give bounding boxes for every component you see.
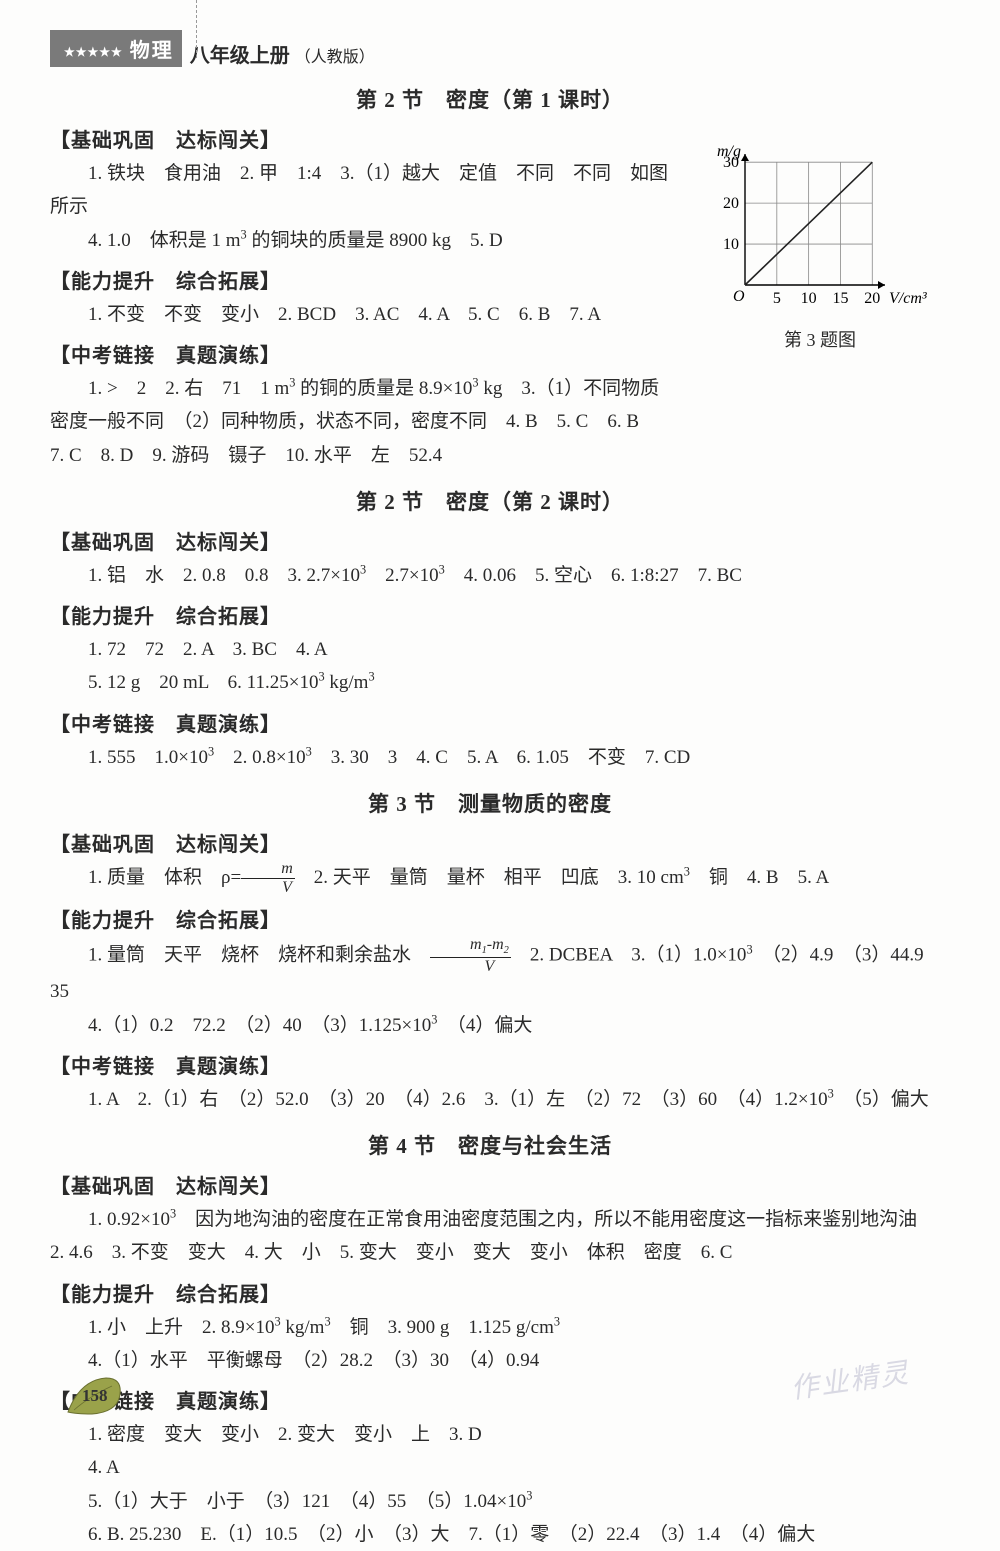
chart-caption: 第 3 题图 [700, 326, 940, 352]
block-heading: 【中考链接 真题演练】 [50, 1050, 930, 1079]
answer-line: 4. A [50, 1451, 930, 1484]
page-header: ★★★★★ 物理 八年级上册 （人教版） [50, 30, 940, 66]
section-title: 第 4 节 密度与社会生活 [50, 1130, 930, 1160]
answer-line: 1. 量筒 天平 烧杯 烧杯和剩余盐水 m1-m2V 2. DCBEA 3.（1… [50, 937, 930, 1009]
svg-text:10: 10 [801, 290, 817, 307]
block-heading: 【能力提升 综合拓展】 [50, 904, 930, 933]
svg-text:20: 20 [723, 195, 739, 212]
answer-line: 1. 不变 不变 变小 2. BCD 3. AC 4. A 5. C 6. B … [50, 298, 670, 331]
page-number: 158 [82, 1386, 108, 1406]
chart-svg: 5101520102030Om/gV/cm³ [705, 140, 935, 315]
answer-line: 1. 铁块 食用油 2. 甲 1:4 3.（1）越大 定值 不同 不同 如图所示 [50, 157, 670, 224]
grade-label: 八年级上册 （人教版） [190, 39, 375, 68]
answer-line: 1. > 2 2. 右 71 1 m3 的铜的质量是 8.9×103 kg 3.… [50, 372, 670, 472]
block-heading: 【基础巩固 达标闯关】 [50, 526, 930, 555]
block-heading: 【基础巩固 达标闯关】 [50, 828, 930, 857]
answer-line: 6. B. 25.230 E.（1）10.5 （2）小 （3）大 7.（1）零 … [50, 1518, 930, 1551]
section-title: 第 3 节 测量物质的密度 [50, 788, 930, 818]
subject-label: 物理 [130, 40, 174, 62]
answer-line: 4. 1.0 体积是 1 m3 的铜块的质量是 8900 kg 5. D [50, 224, 670, 257]
block-heading: 【能力提升 综合拓展】 [50, 1278, 930, 1307]
svg-text:15: 15 [832, 290, 848, 307]
svg-text:20: 20 [864, 290, 880, 307]
answer-line: 1. 密度 变大 变小 2. 变大 变小 上 3. D [50, 1418, 930, 1451]
answer-line: 1. 铝 水 2. 0.8 0.8 3. 2.7×103 2.7×103 4. … [50, 559, 930, 592]
svg-text:5: 5 [773, 290, 781, 307]
stars: ★★★★★ [64, 45, 123, 59]
block-heading: 【基础巩固 达标闯关】 [50, 1170, 930, 1199]
answer-line: 1. 0.92×103 因为地沟油的密度在正常食用油密度范围之内，所以不能用密度… [50, 1203, 930, 1270]
svg-text:10: 10 [723, 236, 739, 253]
answer-line: 5.（1）大于 小于 （3）121 （4）55 （5）1.04×103 [50, 1485, 930, 1518]
block-heading: 【能力提升 综合拓展】 [50, 600, 930, 629]
figure-3-chart: 5101520102030Om/gV/cm³ 第 3 题图 [700, 140, 940, 352]
svg-text:O: O [733, 288, 745, 305]
svg-text:m/g: m/g [717, 143, 741, 160]
subject-box: ★★★★★ 物理 [50, 30, 182, 67]
answer-line: 1. 555 1.0×103 2. 0.8×103 3. 30 3 4. C 5… [50, 741, 930, 774]
answer-line: 5. 12 g 20 mL 6. 11.25×103 kg/m3 [50, 666, 930, 699]
answer-line: 1. A 2.（1）右 （2）52.0 （3）20 （4）2.6 3.（1）左 … [50, 1083, 930, 1116]
section-title: 第 2 节 密度（第 1 课时） [50, 84, 930, 114]
svg-text:V/cm³: V/cm³ [889, 290, 927, 307]
block-heading: 【中考链接 真题演练】 [50, 708, 930, 737]
answer-line: 4.（1）0.2 72.2 （2）40 （3）1.125×103 （4）偏大 [50, 1009, 930, 1042]
page-number-badge: 158 [66, 1372, 124, 1421]
answer-line: 1. 72 72 2. A 3. BC 4. A [50, 633, 930, 666]
answer-line: 1. 小 上升 2. 8.9×103 kg/m3 铜 3. 900 g 1.12… [50, 1311, 930, 1344]
section-title: 第 2 节 密度（第 2 课时） [50, 486, 930, 516]
answer-line: 1. 质量 体积 ρ=mV 2. 天平 量筒 量杯 相平 凹底 3. 10 cm… [50, 861, 930, 896]
